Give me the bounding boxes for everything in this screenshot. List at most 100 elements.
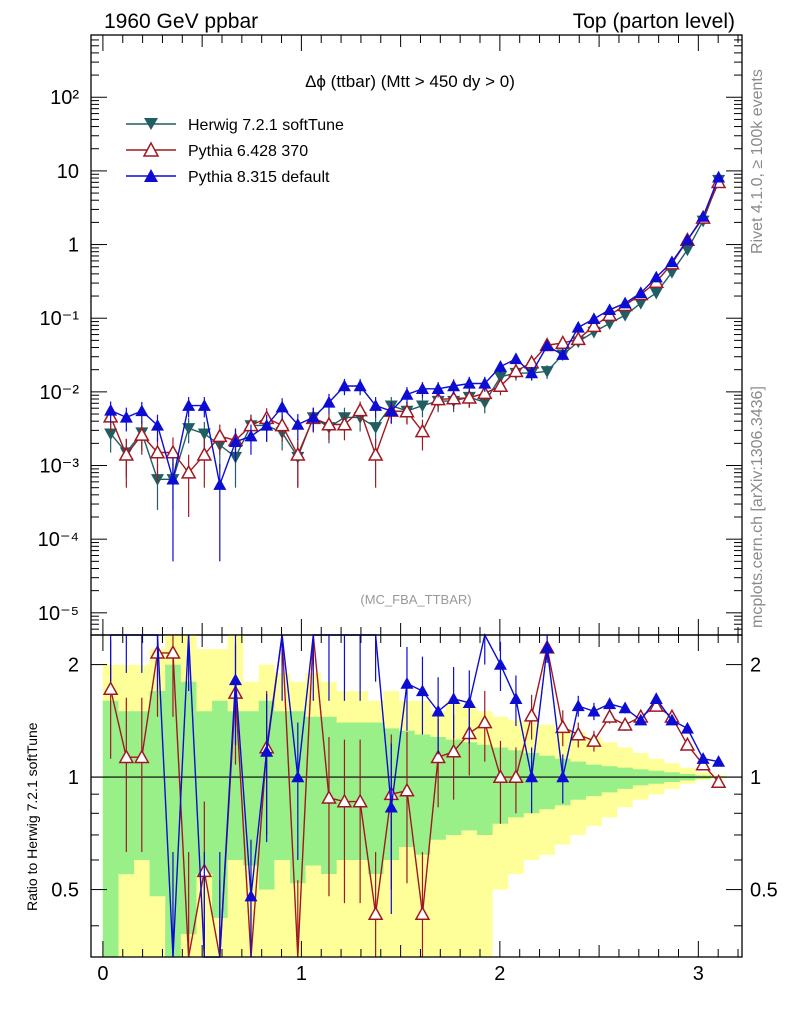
ratio-point-pythia8 bbox=[649, 692, 663, 704]
data-point-pythia8 bbox=[649, 270, 663, 283]
data-point-pythia6 bbox=[414, 423, 431, 438]
ratio-point-pythia8 bbox=[244, 889, 258, 902]
legend-entry-herwig: Herwig 7.2.1 softTune bbox=[126, 117, 344, 134]
ratio-point-pythia6 bbox=[523, 707, 540, 722]
ratio-point-pythia6 bbox=[492, 769, 509, 784]
data-point-pythia6 bbox=[430, 391, 446, 406]
ratio-point-pythia8 bbox=[415, 684, 429, 697]
ratio-point-pythia8 bbox=[493, 658, 507, 670]
data-point-herwig bbox=[665, 267, 679, 279]
ratio-y-tick-labels: 0.5 0.5 1 1 2 2 bbox=[51, 655, 778, 902]
data-point-pythia8 bbox=[182, 399, 196, 411]
ratio-y-tick-label: 0.5 bbox=[51, 880, 79, 902]
ratio-y-tick-label: 1 bbox=[68, 767, 79, 789]
data-point-pythia8 bbox=[478, 376, 492, 389]
legend-marker-herwig bbox=[144, 118, 158, 130]
data-point-pythia8 bbox=[603, 303, 617, 316]
data-point-pythia6 bbox=[196, 446, 213, 461]
ratio-point-pythia8 bbox=[509, 692, 523, 704]
data-point-herwig bbox=[197, 428, 211, 441]
rivet-label: Rivet 4.1.0, ≥ 100k events bbox=[749, 69, 766, 254]
legend-label-herwig: Herwig 7.2.1 softTune bbox=[188, 117, 344, 134]
data-point-pythia6 bbox=[445, 390, 462, 405]
ratio-point-pythia6 bbox=[570, 726, 587, 741]
series-line-pythia8 bbox=[110, 176, 720, 488]
data-point-herwig bbox=[478, 397, 492, 409]
ratio-point-pythia6 bbox=[695, 756, 711, 771]
ratio-point-pythia8 bbox=[384, 800, 398, 813]
data-point-herwig bbox=[680, 244, 694, 257]
data-point-pythia8 bbox=[166, 472, 180, 485]
ratio-point-pythia6 bbox=[165, 644, 181, 659]
data-point-pythia8 bbox=[571, 320, 585, 333]
main-y-tick-label: 10² bbox=[50, 87, 79, 109]
ratio-point-pythia6 bbox=[617, 716, 633, 731]
legend-label-pythia8: Pythia 8.315 default bbox=[188, 169, 330, 186]
data-point-pythia8 bbox=[680, 233, 694, 246]
ratio-x-tick-label: 0 bbox=[97, 963, 108, 985]
data-point-herwig bbox=[603, 318, 617, 330]
ratio-point-pythia8 bbox=[696, 752, 710, 764]
ratio-point-pythia6 bbox=[414, 905, 431, 920]
legend-entry-pythia6: Pythia 6.428 370 bbox=[126, 141, 308, 160]
ratio-y-tick-label: 2 bbox=[68, 655, 79, 677]
ratio-x-tick-label: 1 bbox=[296, 963, 307, 985]
ratio-x-tick-labels: 0 1 2 3 bbox=[97, 963, 704, 985]
ratio-point-pythia8 bbox=[228, 673, 242, 686]
ratio-point-pythia6 bbox=[352, 793, 368, 808]
ratio-point-pythia8 bbox=[634, 713, 648, 726]
data-point-pythia8 bbox=[400, 388, 414, 400]
legend-marker-pythia8 bbox=[144, 169, 158, 182]
main-axis-ticks bbox=[91, 34, 742, 635]
data-point-pythia8 bbox=[618, 296, 632, 309]
data-point-pythia6 bbox=[134, 426, 150, 441]
data-point-pythia6 bbox=[367, 446, 384, 461]
legend-marker-pythia6 bbox=[142, 141, 160, 157]
ratio-bands bbox=[91, 635, 742, 957]
ratio-x-tick-label: 3 bbox=[693, 963, 704, 985]
data-point-pythia6 bbox=[586, 318, 602, 333]
legend-entry-pythia8: Pythia 8.315 default bbox=[126, 169, 330, 186]
data-point-herwig bbox=[369, 422, 383, 434]
data-point-pythia8 bbox=[384, 404, 398, 417]
ratio-point-pythia6 bbox=[430, 749, 446, 764]
data-point-pythia6 bbox=[212, 428, 228, 443]
ratio-line-pythia6 bbox=[109, 634, 720, 958]
data-point-pythia8 bbox=[431, 382, 445, 395]
data-point-pythia8 bbox=[587, 312, 601, 325]
ratio-point-pythia6 bbox=[601, 708, 618, 723]
ratio-point-pythia6 bbox=[477, 714, 493, 729]
analysis-tag: (MC_FBA_TTBAR) bbox=[360, 592, 471, 607]
ratio-point-pythia8 bbox=[540, 641, 554, 653]
data-point-pythia6 bbox=[508, 363, 524, 378]
data-point-pythia6 bbox=[477, 385, 493, 400]
data-point-pythia8 bbox=[197, 399, 211, 411]
main-y-tick-label: 10⁻¹ bbox=[40, 308, 80, 330]
data-point-pythia6 bbox=[149, 444, 166, 459]
ratio-point-pythia8 bbox=[712, 755, 726, 767]
main-y-tick-labels: 10⁻⁵ 10⁻⁴ 10⁻³ 10⁻² 10⁻¹ 1 10 10² bbox=[38, 87, 80, 625]
data-point-pythia8 bbox=[353, 379, 367, 392]
data-point-herwig bbox=[634, 297, 648, 310]
data-point-pythia8 bbox=[119, 410, 133, 423]
data-point-herwig bbox=[104, 428, 118, 441]
data-point-pythia8 bbox=[213, 478, 227, 490]
data-point-pythia8 bbox=[634, 286, 648, 299]
data-point-pythia8 bbox=[712, 170, 726, 183]
data-point-pythia8 bbox=[540, 339, 554, 352]
ratio-y-tick-label-right: 2 bbox=[750, 655, 761, 677]
header-right: Top (parton level) bbox=[573, 10, 735, 33]
data-point-herwig bbox=[493, 371, 507, 384]
data-point-pythia8 bbox=[447, 379, 461, 392]
ratio-point-pythia8 bbox=[603, 697, 617, 710]
ratio-point-pythia8 bbox=[665, 713, 679, 726]
data-point-pythia8 bbox=[150, 418, 164, 431]
data-point-pythia6 bbox=[336, 416, 353, 431]
ratio-point-pythia8 bbox=[556, 770, 570, 783]
data-point-pythia6 bbox=[399, 403, 415, 418]
ratio-point-pythia6 bbox=[445, 743, 462, 758]
data-point-pythia8 bbox=[104, 403, 118, 416]
main-series bbox=[102, 170, 727, 562]
data-point-pythia6 bbox=[290, 446, 306, 461]
data-point-pythia6 bbox=[321, 416, 337, 431]
